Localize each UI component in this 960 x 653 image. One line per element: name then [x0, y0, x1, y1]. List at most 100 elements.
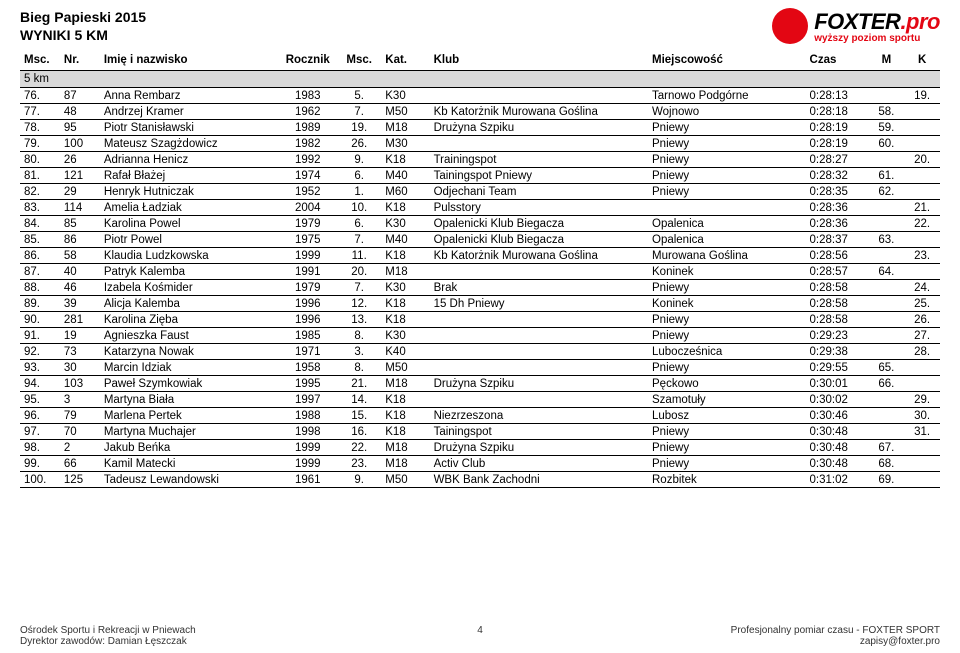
- cell-czas: 0:28:19: [806, 120, 869, 136]
- cell-msc-kat: 9.: [337, 152, 381, 168]
- cell-rocznik: 1962: [278, 104, 337, 120]
- cell-name: Alicja Kalemba: [100, 296, 279, 312]
- cell-kat: M40: [381, 168, 429, 184]
- cell-rocznik: 1992: [278, 152, 337, 168]
- cell-nr: 121: [60, 168, 100, 184]
- cell-msc: 98.: [20, 440, 60, 456]
- footer-left-1: Ośrodek Sportu i Rekreacji w Pniewach: [20, 625, 196, 636]
- cell-msc: 93.: [20, 360, 60, 376]
- cell-msc-kat: 3.: [337, 344, 381, 360]
- table-row: 89.39Alicja Kalemba199612.K1815 Dh Pniew…: [20, 296, 940, 312]
- cell-msc-kat: 16.: [337, 424, 381, 440]
- col-k: K: [904, 50, 940, 71]
- title-block: Bieg Papieski 2015 WYNIKI 5 KM: [20, 8, 146, 44]
- table-row: 76.87Anna Rembarz19835.K30Tarnowo Podgór…: [20, 88, 940, 104]
- table-row: 77.48Andrzej Kramer19627.M50Kb Katorżnik…: [20, 104, 940, 120]
- cell-kat: K18: [381, 200, 429, 216]
- col-kat: Kat.: [381, 50, 429, 71]
- cell-czas: 0:29:23: [806, 328, 869, 344]
- cell-rocznik: 1988: [278, 408, 337, 424]
- table-row: 83.114Amelia Ładziak200410.K18Pulsstory0…: [20, 200, 940, 216]
- table-row: 94.103Paweł Szymkowiak199521.M18Drużyna …: [20, 376, 940, 392]
- cell-klub: [430, 392, 648, 408]
- cell-k: 27.: [904, 328, 940, 344]
- table-row: 88.46Izabela Kośmider19797.K30BrakPniewy…: [20, 280, 940, 296]
- cell-m: [869, 216, 905, 232]
- cell-name: Rafał Błażej: [100, 168, 279, 184]
- cell-name: Piotr Stanisławski: [100, 120, 279, 136]
- cell-miejscowosc: Pniewy: [648, 280, 806, 296]
- cell-k: 23.: [904, 248, 940, 264]
- cell-name: Patryk Kalemba: [100, 264, 279, 280]
- cell-msc: 83.: [20, 200, 60, 216]
- cell-klub: Drużyna Szpiku: [430, 120, 648, 136]
- cell-name: Kamil Matecki: [100, 456, 279, 472]
- cell-msc: 91.: [20, 328, 60, 344]
- cell-czas: 0:28:37: [806, 232, 869, 248]
- cell-m: [869, 200, 905, 216]
- cell-msc-kat: 26.: [337, 136, 381, 152]
- cell-msc: 97.: [20, 424, 60, 440]
- cell-rocznik: 1983: [278, 88, 337, 104]
- cell-miejscowosc: Pniewy: [648, 136, 806, 152]
- cell-name: Martyna Biała: [100, 392, 279, 408]
- table-row: 84.85Karolina Powel19796.K30Opalenicki K…: [20, 216, 940, 232]
- cell-msc: 95.: [20, 392, 60, 408]
- section-row: 5 km: [20, 71, 940, 88]
- cell-m: 65.: [869, 360, 905, 376]
- cell-msc: 90.: [20, 312, 60, 328]
- cell-kat: M18: [381, 264, 429, 280]
- table-row: 91.19Agnieszka Faust19858.K30Pniewy0:29:…: [20, 328, 940, 344]
- cell-msc: 78.: [20, 120, 60, 136]
- cell-name: Agnieszka Faust: [100, 328, 279, 344]
- cell-miejscowosc: Pniewy: [648, 168, 806, 184]
- cell-m: 63.: [869, 232, 905, 248]
- col-czas: Czas: [806, 50, 869, 71]
- cell-msc-kat: 21.: [337, 376, 381, 392]
- cell-rocznik: 1958: [278, 360, 337, 376]
- cell-name: Martyna Muchajer: [100, 424, 279, 440]
- cell-czas: 0:30:02: [806, 392, 869, 408]
- cell-klub: [430, 344, 648, 360]
- event-title: Bieg Papieski 2015: [20, 8, 146, 26]
- cell-klub: Trainingspot: [430, 152, 648, 168]
- cell-m: 59.: [869, 120, 905, 136]
- table-row: 90.281Karolina Zięba199613.K18Pniewy0:28…: [20, 312, 940, 328]
- table-row: 96.79Marlena Pertek198815.K18Niezrzeszon…: [20, 408, 940, 424]
- cell-klub: Opalenicki Klub Biegacza: [430, 232, 648, 248]
- cell-kat: M40: [381, 232, 429, 248]
- cell-k: [904, 456, 940, 472]
- cell-k: 22.: [904, 216, 940, 232]
- cell-kat: M18: [381, 456, 429, 472]
- cell-czas: 0:28:56: [806, 248, 869, 264]
- logo: FOXTER.pro wyższy poziom sportu: [772, 8, 940, 44]
- cell-name: Henryk Hutniczak: [100, 184, 279, 200]
- cell-k: 26.: [904, 312, 940, 328]
- cell-nr: 281: [60, 312, 100, 328]
- cell-msc-kat: 8.: [337, 360, 381, 376]
- cell-m: 62.: [869, 184, 905, 200]
- col-m: M: [869, 50, 905, 71]
- cell-kat: M18: [381, 376, 429, 392]
- cell-k: [904, 376, 940, 392]
- cell-miejscowosc: [648, 200, 806, 216]
- table-row: 93.30Marcin Idziak19588.M50Pniewy0:29:55…: [20, 360, 940, 376]
- cell-miejscowosc: Koninek: [648, 264, 806, 280]
- cell-miejscowosc: Pniewy: [648, 328, 806, 344]
- cell-m: 61.: [869, 168, 905, 184]
- cell-klub: Drużyna Szpiku: [430, 440, 648, 456]
- cell-czas: 0:30:48: [806, 440, 869, 456]
- cell-miejscowosc: Pniewy: [648, 120, 806, 136]
- table-row: 86.58Klaudia Ludzkowska199911.K18Kb Kato…: [20, 248, 940, 264]
- cell-msc: 89.: [20, 296, 60, 312]
- cell-czas: 0:31:02: [806, 472, 869, 488]
- cell-kat: M50: [381, 360, 429, 376]
- cell-m: [869, 88, 905, 104]
- cell-rocznik: 1999: [278, 248, 337, 264]
- cell-czas: 0:30:48: [806, 456, 869, 472]
- cell-rocznik: 1971: [278, 344, 337, 360]
- cell-miejscowosc: Pniewy: [648, 184, 806, 200]
- cell-miejscowosc: Pniewy: [648, 312, 806, 328]
- cell-kat: M50: [381, 472, 429, 488]
- cell-kat: K18: [381, 296, 429, 312]
